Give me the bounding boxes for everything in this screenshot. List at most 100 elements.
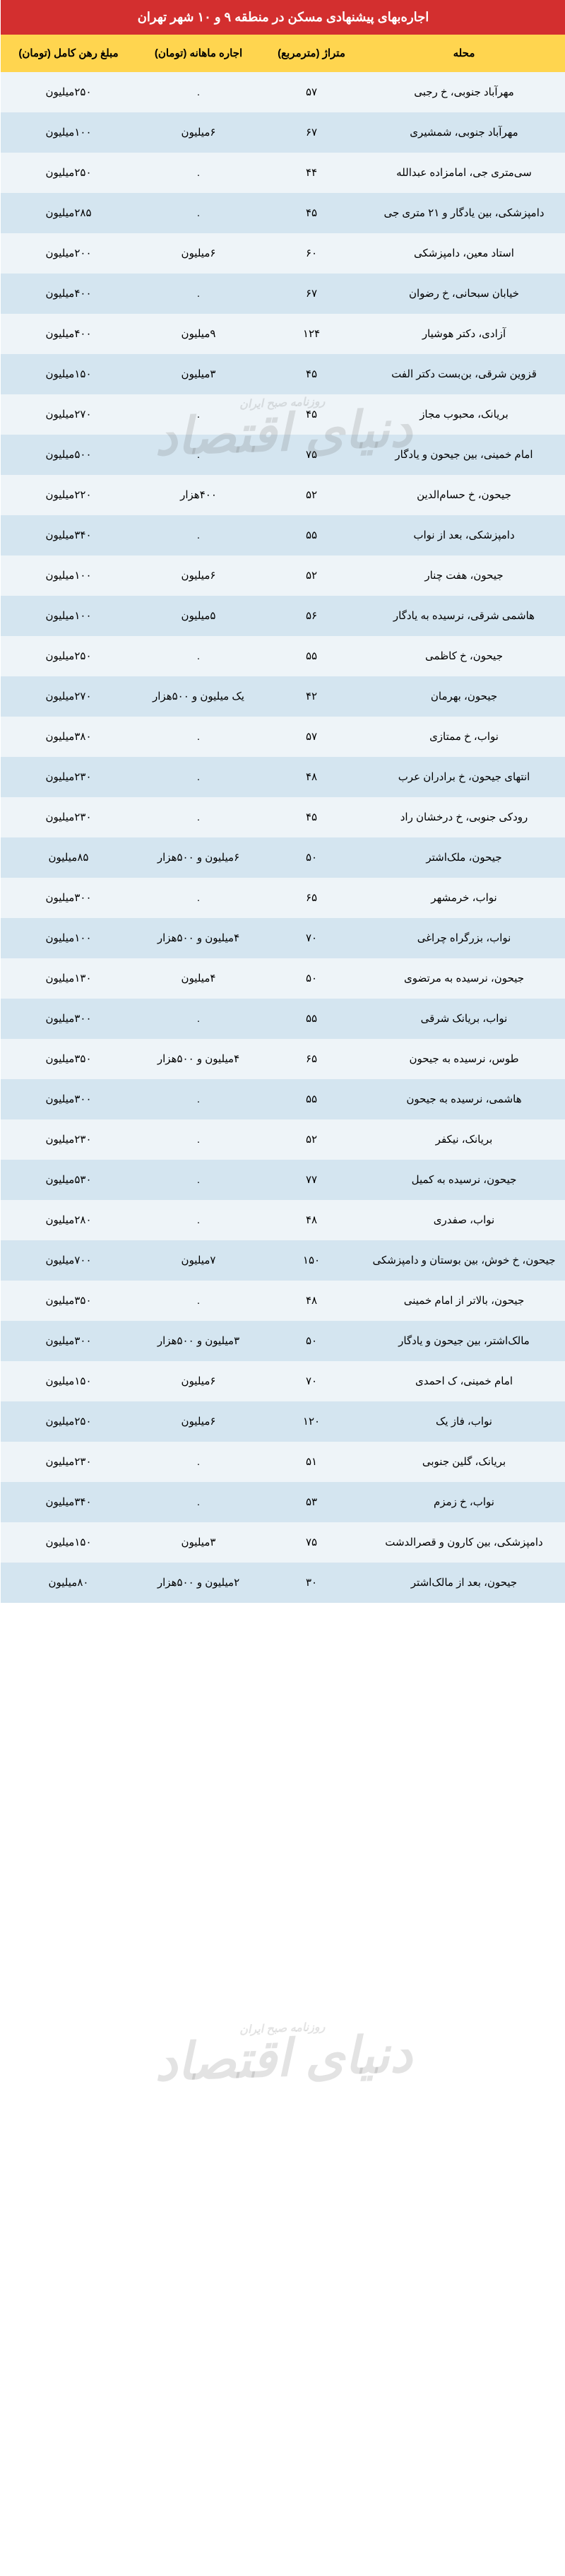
cell-deposit: ۳۴۰میلیون: [0, 515, 136, 555]
table-row: نواب، خ ممتازی۵۷.۳۸۰میلیون: [0, 717, 565, 757]
cell-area: جیحون، ملک‌اشتر: [362, 837, 565, 878]
cell-area: جیحون، نرسیده به کمیل: [362, 1160, 565, 1200]
table-row: نواب، خ زمزم۵۳.۳۴۰میلیون: [0, 1482, 565, 1522]
header-row: محله متراژ (مترمربع) اجاره ماهانه (تومان…: [0, 35, 565, 72]
cell-rent: .: [136, 435, 260, 475]
cell-deposit: ۳۰۰میلیون: [0, 999, 136, 1039]
cell-area: قزوین شرقی، بن‌بست دکتر الفت: [362, 354, 565, 394]
table-row: مهرآباد جنوبی، شمشیری۶۷۶میلیون۱۰۰میلیون: [0, 112, 565, 153]
col-size: متراژ (مترمربع): [260, 35, 362, 72]
cell-deposit: ۳۴۰میلیون: [0, 1482, 136, 1522]
cell-rent: ۶میلیون و ۵۰۰هزار: [136, 837, 260, 878]
cell-area: نواب، صفدری: [362, 1200, 565, 1240]
cell-rent: ۳میلیون و ۵۰۰هزار: [136, 1321, 260, 1361]
cell-rent: ۷میلیون: [136, 1240, 260, 1281]
cell-deposit: ۲۳۰میلیون: [0, 1119, 136, 1160]
cell-deposit: ۱۰۰میلیون: [0, 555, 136, 596]
table-row: جیحون، بهرمان۴۲یک میلیون و ۵۰۰هزار۲۷۰میل…: [0, 676, 565, 717]
cell-rent: یک میلیون و ۵۰۰هزار: [136, 676, 260, 717]
cell-deposit: ۱۰۰میلیون: [0, 918, 136, 958]
table-row: امام خمینی، بین جیحون و یادگار۷۵.۵۰۰میلی…: [0, 435, 565, 475]
cell-deposit: ۲۳۰میلیون: [0, 1442, 136, 1482]
cell-size: ۳۰: [260, 1563, 362, 1603]
table-row: جیحون، خ کاظمی۵۵.۲۵۰میلیون: [0, 636, 565, 676]
table-row: مالک‌اشتر، بین جیحون و یادگار۵۰۳میلیون و…: [0, 1321, 565, 1361]
cell-rent: ۵میلیون: [136, 596, 260, 636]
cell-rent: .: [136, 999, 260, 1039]
cell-size: ۵۵: [260, 1079, 362, 1119]
cell-deposit: ۳۵۰میلیون: [0, 1281, 136, 1321]
cell-deposit: ۵۳۰میلیون: [0, 1160, 136, 1200]
table-title: اجاره‌بهای پیشنهادی مسکن در منطقه ۹ و ۱۰…: [0, 0, 565, 35]
cell-size: ۶۵: [260, 878, 362, 918]
cell-area: امام خمینی، ک احمدی: [362, 1361, 565, 1401]
cell-area: مهرآباد جنوبی، خ رجبی: [362, 72, 565, 112]
cell-rent: .: [136, 193, 260, 233]
cell-deposit: ۲۵۰میلیون: [0, 1401, 136, 1442]
table-row: جیحون، بالاتر از امام خمینی۴۸.۳۵۰میلیون: [0, 1281, 565, 1321]
cell-deposit: ۲۲۰میلیون: [0, 475, 136, 515]
table-row: جیحون، هفت چنار۵۲۶میلیون۱۰۰میلیون: [0, 555, 565, 596]
cell-area: نواب، بزرگراه چراغی: [362, 918, 565, 958]
cell-size: ۴۸: [260, 1200, 362, 1240]
col-area: محله: [362, 35, 565, 72]
cell-area: سی‌متری جی، امامزاده عبدالله: [362, 153, 565, 193]
cell-rent: .: [136, 1200, 260, 1240]
table-row: بریانک، نیکفر۵۲.۲۳۰میلیون: [0, 1119, 565, 1160]
cell-area: خیابان سبحانی، خ رضوان: [362, 274, 565, 314]
cell-size: ۵۰: [260, 1321, 362, 1361]
cell-size: ۵۲: [260, 1119, 362, 1160]
cell-size: ۴۵: [260, 797, 362, 837]
cell-area: مالک‌اشتر، بین جیحون و یادگار: [362, 1321, 565, 1361]
cell-size: ۵۷: [260, 717, 362, 757]
cell-area: جیحون، بالاتر از امام خمینی: [362, 1281, 565, 1321]
table-row: استاد معین، دامپزشکی۶۰۶میلیون۲۰۰میلیون: [0, 233, 565, 274]
cell-area: بریانک، گلین جنوبی: [362, 1442, 565, 1482]
cell-area: جیحون، بهرمان: [362, 676, 565, 717]
table-row: جیحون، نرسیده به کمیل۷۷.۵۳۰میلیون: [0, 1160, 565, 1200]
cell-size: ۴۸: [260, 757, 362, 797]
cell-area: بریانک، محبوب مجاز: [362, 394, 565, 435]
table-row: بریانک، گلین جنوبی۵۱.۲۳۰میلیون: [0, 1442, 565, 1482]
table-row: بریانک، محبوب مجاز۴۵.۲۷۰میلیون: [0, 394, 565, 435]
cell-area: آزادی، دکتر هوشیار: [362, 314, 565, 354]
cell-rent: .: [136, 1160, 260, 1200]
table-row: هاشمی شرقی، نرسیده به یادگار۵۶۵میلیون۱۰۰…: [0, 596, 565, 636]
cell-rent: .: [136, 515, 260, 555]
cell-rent: .: [136, 1079, 260, 1119]
cell-size: ۴۴: [260, 153, 362, 193]
cell-deposit: ۲۰۰میلیون: [0, 233, 136, 274]
cell-area: دامپزشکی، بین کارون و قصرالدشت: [362, 1522, 565, 1563]
cell-area: هاشمی، نرسیده به جیحون: [362, 1079, 565, 1119]
table-row: نواب، صفدری۴۸.۲۸۰میلیون: [0, 1200, 565, 1240]
table-row: مهرآباد جنوبی، خ رجبی۵۷.۲۵۰میلیون: [0, 72, 565, 112]
cell-deposit: ۱۵۰میلیون: [0, 354, 136, 394]
table-row: طوس، نرسیده به جیحون۶۵۴میلیون و ۵۰۰هزار۳…: [0, 1039, 565, 1079]
cell-area: جیحون، خ حسام‌الدین: [362, 475, 565, 515]
cell-deposit: ۴۰۰میلیون: [0, 314, 136, 354]
table-row: آزادی، دکتر هوشیار۱۲۴۹میلیون۴۰۰میلیون: [0, 314, 565, 354]
cell-size: ۵۰: [260, 837, 362, 878]
cell-deposit: ۲۷۰میلیون: [0, 394, 136, 435]
cell-rent: ۴میلیون و ۵۰۰هزار: [136, 918, 260, 958]
cell-area: جیحون، خ خوش، بین بوستان و دامپزشکی: [362, 1240, 565, 1281]
cell-deposit: ۱۳۰میلیون: [0, 958, 136, 999]
cell-deposit: ۳۰۰میلیون: [0, 1321, 136, 1361]
cell-size: ۵۳: [260, 1482, 362, 1522]
cell-size: ۴۵: [260, 193, 362, 233]
cell-rent: ۴میلیون و ۵۰۰هزار: [136, 1039, 260, 1079]
cell-deposit: ۲۳۰میلیون: [0, 797, 136, 837]
cell-deposit: ۳۰۰میلیون: [0, 878, 136, 918]
cell-size: ۵۵: [260, 999, 362, 1039]
cell-rent: .: [136, 1442, 260, 1482]
table-row: نواب، بریانک شرقی۵۵.۳۰۰میلیون: [0, 999, 565, 1039]
watermark-main: دنیای اقتصاد: [153, 2026, 412, 2092]
watermark-subtitle: روزنامه صبح ایران: [0, 2011, 564, 2045]
cell-rent: ۹میلیون: [136, 314, 260, 354]
cell-size: ۶۰: [260, 233, 362, 274]
cell-size: ۷۵: [260, 1522, 362, 1563]
table-row: دامپزشکی، بین کارون و قصرالدشت۷۵۳میلیون۱…: [0, 1522, 565, 1563]
rental-table: محله متراژ (مترمربع) اجاره ماهانه (تومان…: [0, 35, 565, 1603]
cell-area: انتهای جیحون، خ برادران عرب: [362, 757, 565, 797]
cell-size: ۵۲: [260, 555, 362, 596]
